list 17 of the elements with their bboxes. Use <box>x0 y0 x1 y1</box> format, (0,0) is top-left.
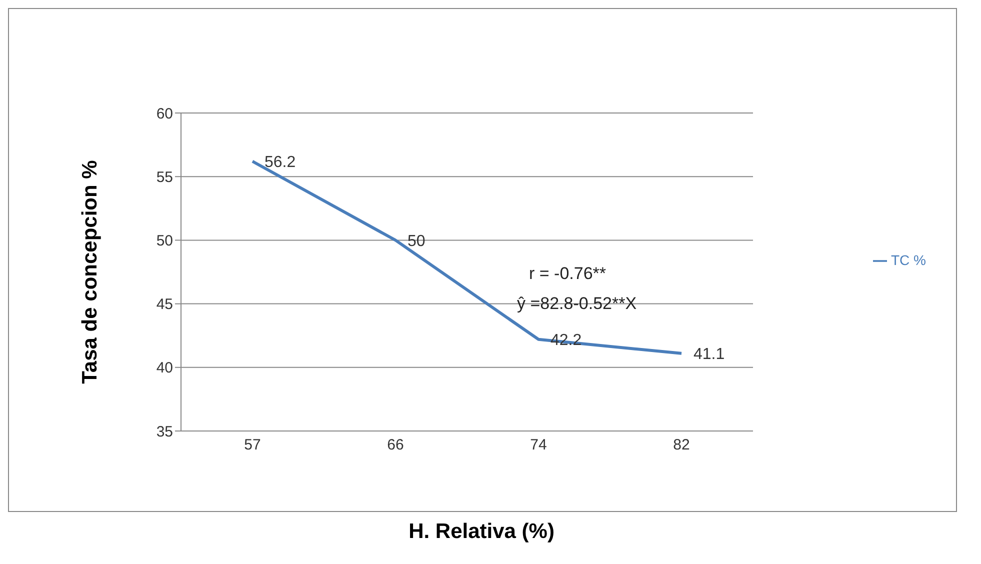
annotation: r = -0.76** <box>529 264 606 284</box>
y-tick-label: 40 <box>156 360 173 377</box>
x-tick-label: 66 <box>387 436 404 454</box>
x-tick-label: 74 <box>530 436 547 454</box>
y-axis-title: Tasa de concepcion % <box>78 160 102 384</box>
data-label: 41.1 <box>694 346 725 364</box>
y-tick-label: 55 <box>156 168 173 186</box>
y-tick-label: 60 <box>156 105 173 122</box>
x-tick-label: 57 <box>244 436 261 454</box>
x-tick-label: 82 <box>673 436 690 454</box>
y-tick-label: 50 <box>156 232 173 250</box>
y-tick-label: 45 <box>156 296 173 314</box>
y-tick-label: 35 <box>156 423 173 440</box>
x-axis-title: H. Relativa (%) <box>408 520 556 544</box>
annotation: ŷ =82.8-0.52**X <box>517 294 637 314</box>
data-label: 56.2 <box>264 154 296 172</box>
legend-label: TC % <box>891 252 926 268</box>
